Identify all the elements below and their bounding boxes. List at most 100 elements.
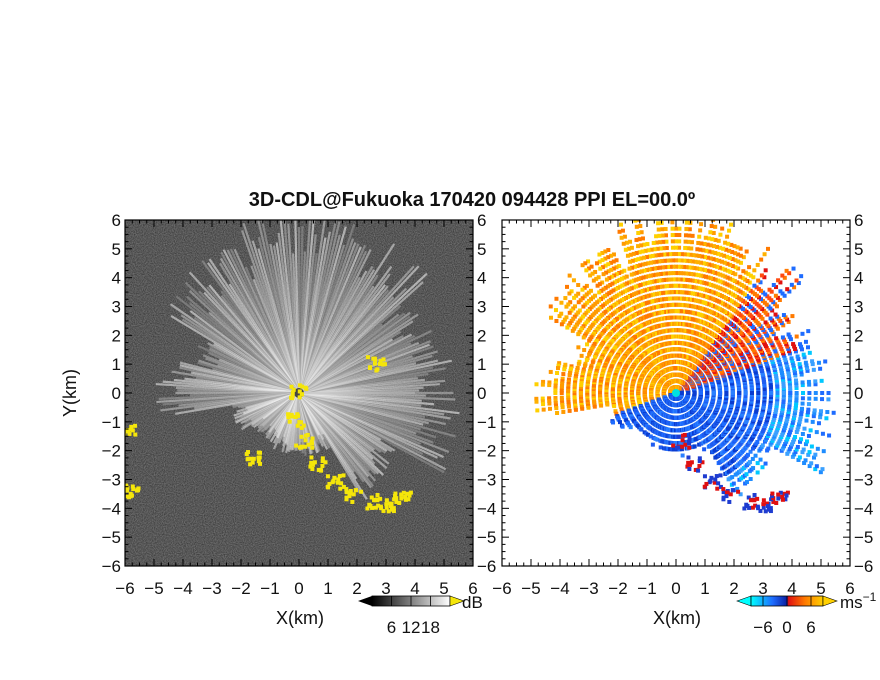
velocity-cell (679, 440, 684, 445)
velocity-cell (625, 288, 630, 293)
velocity-cell (656, 227, 661, 232)
velocity-cell (639, 243, 644, 248)
velocity-cell (738, 289, 743, 294)
velocity-cell (662, 258, 667, 263)
velocity-cell (596, 275, 601, 280)
velocity-cell (606, 262, 611, 267)
velocity-cell (674, 264, 678, 269)
velocity-cell (680, 453, 685, 458)
velocity-cell (735, 245, 740, 250)
saturation-cell (330, 480, 335, 485)
velocity-cell (641, 275, 646, 280)
velocity-cell (645, 242, 650, 247)
saturation-cell (300, 384, 305, 389)
velocity-cell (576, 320, 581, 325)
x-tick-label: −2 (231, 579, 250, 598)
velocity-cell (611, 266, 616, 271)
velocity-cell (705, 255, 710, 260)
velocity-cell (707, 295, 712, 300)
velocity-cell (691, 272, 696, 277)
velocity-cell (632, 271, 637, 276)
reflectivity-panel: −6 −5 −4 −3 −2 −1 0 1 2 3 4 5 6 6 65 54 43 32 21 10 0−1 −1−2… (60, 211, 496, 628)
velocity-cell (650, 292, 655, 297)
velocity-cell (733, 251, 738, 256)
velocity-cell (568, 368, 573, 373)
velocity-cell (704, 281, 709, 286)
velocity-cell (627, 287, 632, 292)
velocity-cell (692, 444, 697, 449)
velocity-cell (810, 359, 815, 364)
velocity-cell (686, 290, 691, 295)
velocity-cell (689, 265, 694, 270)
saturation-cell (256, 455, 261, 460)
y-tick-label: 2 (477, 326, 486, 345)
velocity-cell (617, 420, 622, 425)
velocity-cell (792, 285, 797, 290)
saturation-cell (128, 491, 133, 496)
velocity-cell (754, 285, 759, 290)
velocity-cell (652, 292, 657, 297)
velocity-cell (631, 285, 636, 290)
velocity-cell (779, 346, 784, 351)
saturation-cell (325, 484, 330, 489)
velocity-cell (566, 302, 571, 307)
velocity-cell (684, 220, 689, 225)
velocity-cell (676, 283, 681, 288)
saturation-cell (347, 494, 352, 499)
velocity-cell (714, 257, 719, 262)
velocity-cell (775, 338, 780, 343)
velocity-cell (572, 386, 577, 391)
velocity-cell (598, 266, 603, 271)
velocity-cell (785, 317, 790, 322)
saturation-cell (350, 499, 355, 504)
velocity-cell (686, 271, 691, 276)
velocity-cell (786, 319, 791, 324)
saturation-cell (381, 357, 386, 362)
velocity-cell (547, 396, 552, 401)
saturation-cell (338, 486, 343, 491)
velocity-cell (692, 266, 697, 271)
velocity-cell (547, 383, 552, 388)
velocity-cell (683, 239, 688, 244)
velocity-cell (732, 244, 737, 249)
velocity-cell (624, 281, 629, 286)
velocity-cell (709, 263, 714, 268)
velocity-cell (778, 344, 783, 349)
velocity-cell (785, 367, 790, 372)
velocity-cell (674, 271, 678, 276)
velocity-cell (615, 285, 620, 290)
velocity-cell (609, 260, 614, 265)
velocity-cell (655, 266, 660, 271)
saturation-cell (378, 504, 383, 509)
velocity-cell (805, 366, 810, 371)
velocity-cell (622, 234, 627, 239)
velocity-cell (653, 253, 658, 258)
velocity-cell (723, 240, 728, 245)
velocity-cell (799, 372, 804, 377)
velocity-cell (774, 374, 779, 379)
velocity-cell (609, 289, 614, 294)
velocity-cell (698, 260, 703, 265)
velocity-cell (707, 262, 712, 267)
velocity-cell (774, 351, 779, 356)
velocity-cell (705, 295, 710, 300)
velocity-cell (698, 228, 703, 233)
velocity-cell (781, 388, 786, 393)
saturation-cell (310, 467, 315, 472)
y-tick-label: 1 (112, 355, 121, 374)
velocity-cell (654, 240, 659, 245)
velocity-cell (793, 346, 798, 351)
velocity-cell (738, 260, 743, 265)
velocity-cell (654, 234, 659, 239)
velocity-cell (554, 296, 559, 301)
velocity-cell (732, 285, 737, 290)
velocity-cell (604, 270, 609, 275)
velocity-cell (699, 241, 704, 246)
velocity-cell (567, 373, 572, 378)
saturation-cell (367, 365, 372, 370)
velocity-cell (713, 224, 718, 229)
velocity-cell (562, 317, 567, 322)
velocity-cell (668, 264, 673, 269)
velocity-cell (566, 402, 571, 407)
velocity-cell (687, 284, 692, 289)
